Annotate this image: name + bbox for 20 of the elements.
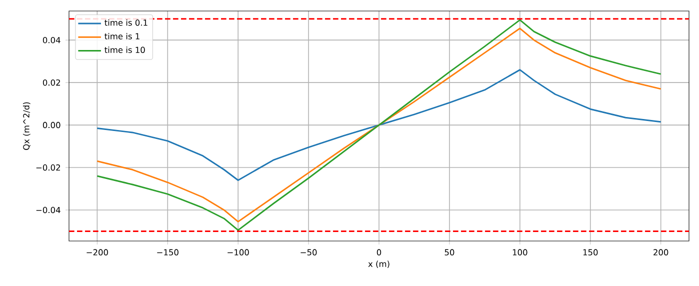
y-tick-label: 0.00 bbox=[42, 122, 60, 128]
y-tick-label: −0.02 bbox=[36, 164, 60, 171]
x-tick-label: 0 bbox=[376, 249, 382, 256]
legend-label: time is 1 bbox=[104, 32, 140, 40]
x-tick-label: −200 bbox=[86, 249, 108, 256]
x-tick-label: −100 bbox=[228, 249, 249, 256]
y-tick-label: −0.04 bbox=[36, 206, 60, 214]
legend-label: time is 10 bbox=[104, 46, 145, 54]
legend-label: time is 0.1 bbox=[104, 19, 148, 26]
x-tick-label: 50 bbox=[444, 249, 454, 256]
x-tick-label: 200 bbox=[654, 249, 668, 256]
x-tick-label: 150 bbox=[583, 249, 598, 256]
line-series bbox=[96, 69, 662, 181]
x-tick-label: −150 bbox=[157, 249, 178, 256]
y-tick-label: 0.04 bbox=[42, 36, 60, 44]
x-tick-label: −50 bbox=[300, 249, 317, 256]
x-tick-label: 100 bbox=[512, 249, 528, 256]
x-axis-title: x (m) bbox=[368, 260, 390, 268]
y-tick-label: 0.02 bbox=[42, 79, 60, 86]
y-axis-title: Qx (m^2/d) bbox=[22, 102, 30, 150]
